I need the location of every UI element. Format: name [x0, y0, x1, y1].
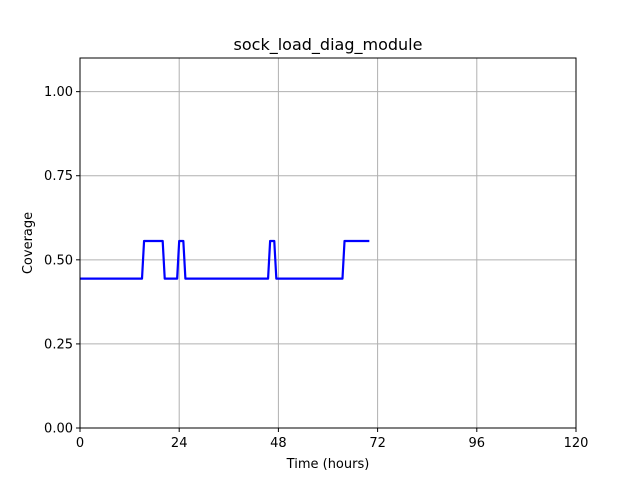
y-tick-label: 0.75	[44, 169, 73, 184]
x-tick-label: 0	[76, 436, 84, 451]
x-tick-label: 48	[270, 436, 287, 451]
y-tick-label: 0.25	[44, 337, 73, 352]
x-axis-label: Time (hours)	[286, 457, 370, 472]
x-tick-label: 72	[369, 436, 386, 451]
y-axis-label: Coverage	[21, 212, 36, 274]
y-tick-label: 0.00	[44, 422, 73, 437]
chart-title: sock_load_diag_module	[234, 35, 423, 55]
y-tick-label: 0.50	[44, 253, 73, 268]
y-axis: 0.00 0.25 0.50 0.75 1.00	[44, 85, 80, 437]
x-axis: 0 24 48 72 96 120	[76, 428, 589, 451]
series-line	[80, 239, 370, 280]
plot-frame	[79, 57, 577, 429]
x-tick-label: 120	[564, 436, 589, 451]
x-tick-label: 96	[469, 436, 486, 451]
x-tick-label: 24	[171, 436, 188, 451]
y-tick-label: 1.00	[44, 85, 73, 100]
series-layer	[80, 239, 370, 280]
